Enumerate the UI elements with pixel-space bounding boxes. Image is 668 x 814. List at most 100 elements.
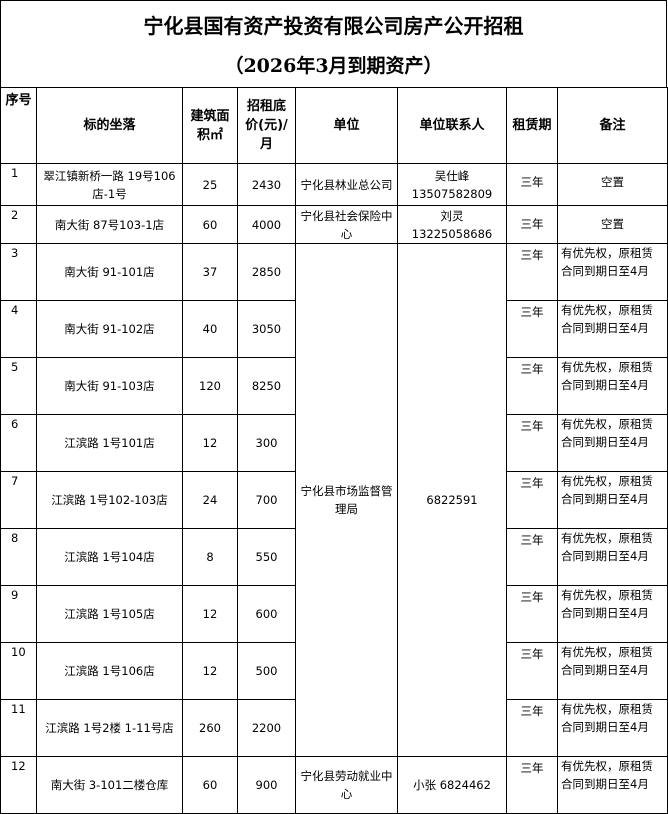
cell-area: 12 xyxy=(182,414,238,472)
cell-contact: 小张 6824462 xyxy=(397,756,507,814)
cell-price: 300 xyxy=(237,414,296,472)
cell-price: 900 xyxy=(237,756,296,814)
cell-term: 三年 xyxy=(506,642,558,700)
cell-location: 江滨路 1号106店 xyxy=(36,642,183,700)
cell-price: 4000 xyxy=(237,205,296,244)
table-row: 6 江滨路 1号101店 12 300 三年 有优先权，原租赁合同到期日至4月 xyxy=(0,414,668,472)
cell-term: 三年 xyxy=(506,205,558,244)
cell-unit: 宁化县劳动就业中心 xyxy=(295,756,398,814)
cell-term: 三年 xyxy=(506,414,558,472)
title-line1: 宁化县国有资产投资有限公司房产公开招租 xyxy=(143,14,524,38)
table-row: 1 翠江镇新桥一路 19号106店-1号 25 2430 宁化县林业总公司 吴仕峰 135… xyxy=(0,163,668,206)
cell-term: 三年 xyxy=(506,357,558,415)
title-block: 宁化县国有资产投资有限公司房产公开招租 （2026年3月到期资产） xyxy=(0,0,667,88)
cell-note: 有优先权，原租赁合同到期日至4月 xyxy=(557,243,668,301)
cell-unit: 宁化县林业总公司 xyxy=(295,163,398,206)
header-contact: 单位联系人 xyxy=(397,87,507,164)
cell-price: 3050 xyxy=(237,300,296,358)
cell-area: 60 xyxy=(182,756,238,814)
cell-location: 南大街 3-101二楼仓库 xyxy=(36,756,183,814)
cell-contact: 6822591 xyxy=(397,243,507,757)
cell-unit: 宁化县社会保险中心 xyxy=(295,205,398,244)
cell-note: 有优先权，原租赁合同到期日至4月 xyxy=(557,699,668,757)
cell-location: 南大街 87号103-1店 xyxy=(36,205,183,244)
cell-area: 40 xyxy=(182,300,238,358)
cell-price: 700 xyxy=(237,471,296,529)
cell-note: 有优先权，原租赁合同到期日至4月 xyxy=(557,756,668,814)
table-row: 12 南大街 3-101二楼仓库 60 900 宁化县劳动就业中心 小张 6824462 三… xyxy=(0,756,668,814)
table-row: 3 南大街 91-101店 37 2850 宁化县市场监督管理局 6822591 三年 有优先… xyxy=(0,243,668,757)
cell-location: 江滨路 1号2楼 1-11号店 xyxy=(36,699,183,757)
cell-term: 三年 xyxy=(506,756,558,814)
cell-price: 2430 xyxy=(237,163,296,206)
cell-note: 有优先权，原租赁合同到期日至4月 xyxy=(557,642,668,700)
cell-term: 三年 xyxy=(506,471,558,529)
cell-area: 120 xyxy=(182,357,238,415)
cell-area: 24 xyxy=(182,471,238,529)
cell-term: 三年 xyxy=(506,699,558,757)
cell-note: 有优先权，原租赁合同到期日至4月 xyxy=(557,300,668,358)
cell-term: 三年 xyxy=(506,243,558,301)
table-row: 11 江滨路 1号2楼 1-11号店 260 2200 三年 有优先权，原租赁合同到期日至… xyxy=(0,699,668,757)
cell-location: 南大街 91-102店 xyxy=(36,300,183,358)
cell-no: 9 xyxy=(0,585,37,643)
cell-contact: 刘灵 13225058686 xyxy=(397,205,507,244)
table-row: 4 南大街 91-102店 40 3050 三年 有优先权，原租赁合同到期日至4月 xyxy=(0,300,668,358)
cell-location: 江滨路 1号105店 xyxy=(36,585,183,643)
rental-table: 序号 标的坐落 建筑面积㎡ 招租底价(元)/月 单位 单位联系人 租赁期 备注 … xyxy=(0,87,668,814)
cell-location: 江滨路 1号101店 xyxy=(36,414,183,472)
cell-area: 60 xyxy=(182,205,238,244)
cell-note: 有优先权，原租赁合同到期日至4月 xyxy=(557,528,668,586)
cell-price: 2850 xyxy=(237,243,296,301)
cell-note: 有优先权，原租赁合同到期日至4月 xyxy=(557,414,668,472)
header-area: 建筑面积㎡ xyxy=(182,87,238,164)
header-note: 备注 xyxy=(557,87,668,164)
header-row: 序号 标的坐落 建筑面积㎡ 招租底价(元)/月 单位 单位联系人 租赁期 备注 xyxy=(0,87,668,164)
cell-contact: 吴仕峰 13507582809 xyxy=(397,163,507,206)
header-term: 租赁期 xyxy=(506,87,558,164)
table-row: 2 南大街 87号103-1店 60 4000 宁化县社会保险中心 刘灵 13225058… xyxy=(0,205,668,244)
cell-no: 8 xyxy=(0,528,37,586)
cell-note: 空置 xyxy=(557,205,668,244)
table-row: 8 江滨路 1号104店 8 550 三年 有优先权，原租赁合同到期日至4月 xyxy=(0,528,668,586)
cell-area: 8 xyxy=(182,528,238,586)
cell-term: 三年 xyxy=(506,300,558,358)
table-row: 7 江滨路 1号102-103店 24 700 三年 有优先权，原租赁合同到期日至4月 xyxy=(0,471,668,529)
cell-note: 有优先权，原租赁合同到期日至4月 xyxy=(557,585,668,643)
cell-no: 5 xyxy=(0,357,37,415)
cell-term: 三年 xyxy=(506,528,558,586)
cell-no: 7 xyxy=(0,471,37,529)
cell-note: 有优先权，原租赁合同到期日至4月 xyxy=(557,471,668,529)
table-row: 5 南大街 91-103店 120 8250 三年 有优先权，原租赁合同到期日至4月 xyxy=(0,357,668,415)
cell-term: 三年 xyxy=(506,163,558,206)
cell-location: 江滨路 1号104店 xyxy=(36,528,183,586)
cell-unit: 宁化县市场监督管理局 xyxy=(295,243,398,757)
cell-no: 2 xyxy=(0,205,37,244)
cell-area: 37 xyxy=(182,243,238,301)
cell-no: 4 xyxy=(0,300,37,358)
cell-price: 2200 xyxy=(237,699,296,757)
cell-note: 有优先权，原租赁合同到期日至4月 xyxy=(557,357,668,415)
cell-price: 600 xyxy=(237,585,296,643)
cell-area: 25 xyxy=(182,163,238,206)
cell-location: 南大街 91-101店 xyxy=(36,243,183,301)
cell-area: 12 xyxy=(182,642,238,700)
title-line2: （2026年3月到期资产） xyxy=(224,55,443,77)
cell-location: 翠江镇新桥一路 19号106店-1号 xyxy=(36,163,183,206)
cell-area: 12 xyxy=(182,585,238,643)
cell-location: 江滨路 1号102-103店 xyxy=(36,471,183,529)
cell-location: 南大街 91-103店 xyxy=(36,357,183,415)
cell-price: 500 xyxy=(237,642,296,700)
cell-note: 空置 xyxy=(557,163,668,206)
header-price: 招租底价(元)/月 xyxy=(237,87,296,164)
header-location: 标的坐落 xyxy=(36,87,183,164)
cell-no: 12 xyxy=(0,756,37,814)
cell-price: 550 xyxy=(237,528,296,586)
cell-no: 3 xyxy=(0,243,37,301)
cell-area: 260 xyxy=(182,699,238,757)
table-row: 9 江滨路 1号105店 12 600 三年 有优先权，原租赁合同到期日至4月 xyxy=(0,585,668,643)
cell-no: 10 xyxy=(0,642,37,700)
cell-no: 1 xyxy=(0,163,37,206)
header-no: 序号 xyxy=(0,87,37,164)
